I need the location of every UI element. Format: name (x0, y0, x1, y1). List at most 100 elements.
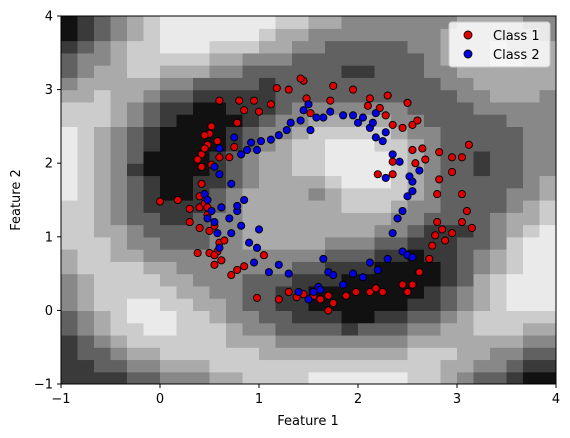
contour-cell (61, 40, 79, 54)
contour-cell (77, 150, 95, 164)
contour-cell (490, 359, 508, 373)
contour-cell (127, 298, 145, 311)
contour-cell (127, 224, 145, 238)
contour-cell (77, 200, 95, 213)
contour-cell (457, 65, 475, 78)
contour-cell (490, 163, 508, 177)
contour-cell (127, 261, 145, 275)
contour-cell (473, 175, 491, 189)
contour-cell (341, 371, 359, 384)
point-class-2 (282, 126, 291, 135)
contour-cell (61, 150, 79, 164)
contour-cell (407, 212, 425, 226)
point-class-1 (388, 157, 397, 166)
contour-cell (259, 285, 277, 299)
contour-cell (440, 101, 458, 115)
contour-cell (193, 52, 211, 66)
contour-cell (358, 138, 376, 152)
point-class-1 (408, 120, 417, 129)
contour-cell (209, 310, 227, 324)
contour-cell (226, 16, 244, 29)
contour-cell (226, 65, 244, 78)
contour-cell (209, 187, 227, 201)
contour-cell (275, 212, 293, 226)
contour-cell (259, 224, 277, 238)
contour-cell (110, 187, 128, 201)
contour-cell (308, 212, 326, 226)
contour-cell (110, 138, 128, 152)
contour-cell (440, 310, 458, 324)
contour-cell (292, 359, 310, 373)
point-class-1 (193, 155, 202, 164)
contour-cell (259, 65, 277, 78)
contour-cell (490, 310, 508, 324)
contour-cell (341, 212, 359, 226)
contour-cell (209, 371, 227, 384)
point-class-2 (207, 206, 216, 216)
contour-cell (440, 285, 458, 299)
contour-cell (424, 347, 442, 361)
contour-cell (242, 163, 260, 177)
contour-cell (242, 77, 260, 91)
contour-cell (275, 40, 293, 54)
contour-cell (77, 89, 95, 103)
point-class-1 (457, 153, 467, 162)
y-tick-label: 4 (45, 10, 53, 25)
contour-cell (127, 359, 145, 373)
contour-cell (292, 163, 310, 177)
contour-cell (539, 126, 556, 140)
point-class-1 (351, 287, 361, 297)
point-class-2 (227, 179, 236, 188)
contour-cell (506, 150, 524, 164)
contour-cell (440, 175, 458, 189)
contour-cell (523, 138, 541, 152)
contour-cell (308, 334, 326, 348)
contour-cell (242, 310, 260, 324)
contour-cell (275, 334, 293, 348)
contour-cell (110, 40, 128, 54)
contour-cell (539, 347, 556, 361)
contour-cell (341, 310, 359, 324)
point-class-2 (217, 203, 226, 212)
point-class-2 (319, 113, 328, 122)
contour-cell (391, 101, 409, 115)
contour-cell (490, 65, 508, 78)
contour-cell (407, 77, 425, 91)
contour-cell (473, 285, 491, 299)
contour-cell (77, 126, 95, 140)
contour-cell (61, 212, 79, 226)
point-class-1 (342, 291, 351, 300)
point-class-2 (299, 106, 308, 115)
contour-cell (506, 310, 524, 324)
contour-cell (176, 236, 194, 250)
contour-cell (490, 273, 508, 287)
point-class-1 (373, 170, 382, 179)
contour-cell (407, 359, 425, 373)
contour-cell (424, 163, 442, 177)
contour-cell (259, 334, 277, 348)
contour-cell (341, 28, 359, 42)
contour-cell (374, 371, 392, 384)
point-class-2 (264, 268, 273, 277)
contour-cell (341, 359, 359, 373)
y-tick-label: 3 (45, 83, 53, 98)
contour-cell (77, 65, 95, 78)
point-class-2 (405, 172, 414, 181)
contour-cell (424, 28, 442, 42)
contour-cell (457, 175, 475, 189)
contour-cell (259, 187, 277, 201)
contour-cell (292, 126, 310, 140)
x-tick-label: 2 (354, 392, 362, 407)
contour-cell (391, 334, 409, 348)
contour-cell (539, 138, 556, 152)
contour-cell (490, 224, 508, 238)
point-class-1 (411, 159, 420, 168)
legend-label: Class 1 (493, 29, 540, 44)
contour-cell (490, 371, 508, 384)
contour-cell (94, 285, 112, 299)
contour-cell (143, 371, 161, 384)
contour-cell (473, 200, 491, 213)
contour-cell (193, 273, 211, 287)
contour-cell (94, 101, 112, 115)
contour-cell (539, 310, 556, 324)
